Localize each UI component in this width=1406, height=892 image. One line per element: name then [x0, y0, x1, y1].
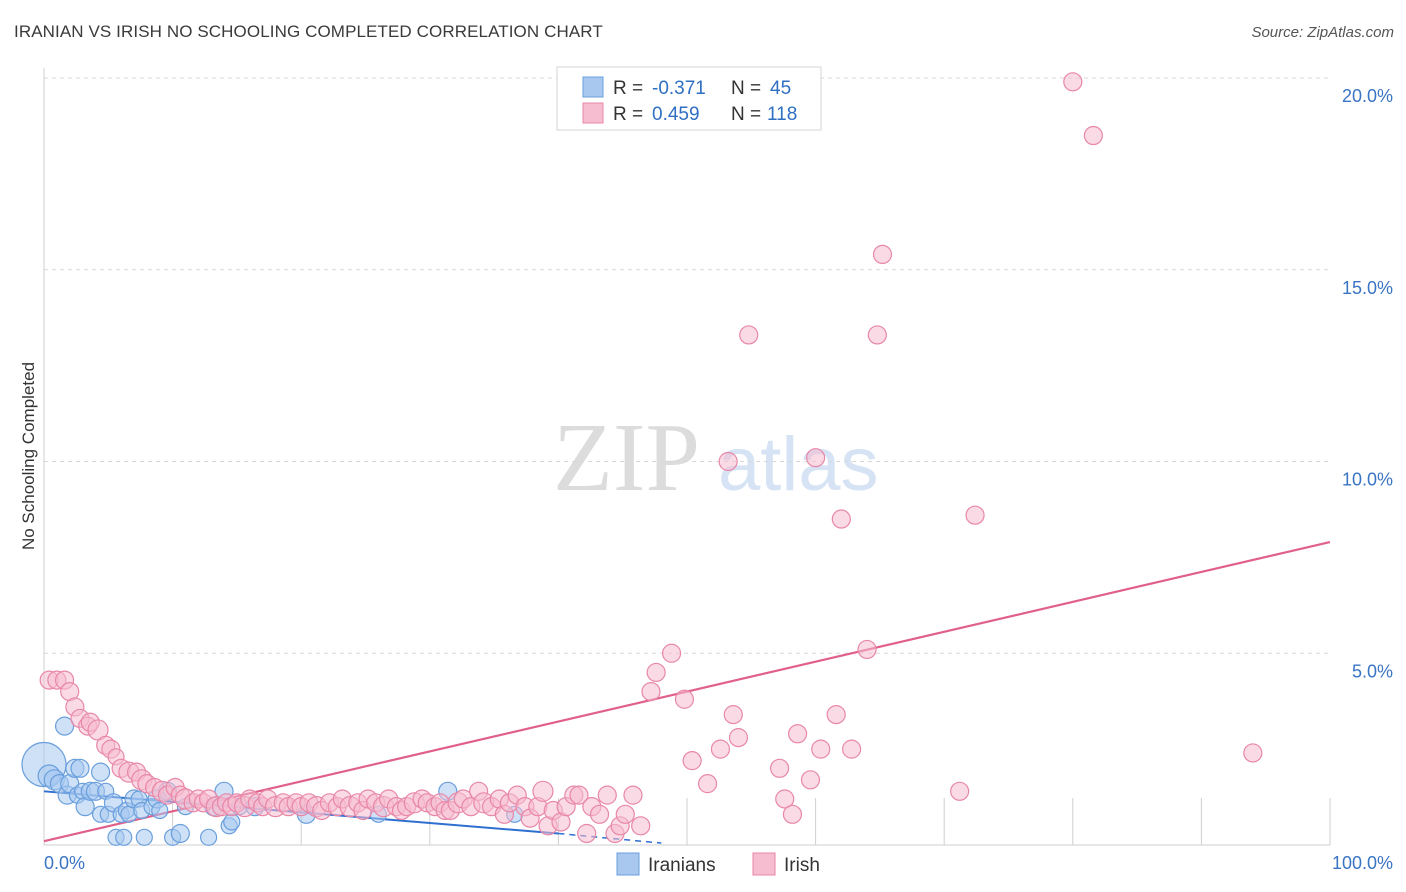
irish-point-98: [682, 751, 702, 771]
irish-point-100: [710, 739, 731, 759]
y-tick-label-2: 15.0%: [1342, 278, 1393, 298]
irish-point-102: [723, 705, 743, 725]
irish-point-117: [872, 244, 893, 265]
irish-point-94: [641, 681, 661, 702]
irish-point-119: [965, 505, 985, 525]
legend-n-value-2: 118: [767, 104, 797, 125]
iranians-point-4: [54, 716, 75, 736]
irish-point-104: [739, 325, 759, 345]
irish-point-113: [831, 509, 851, 529]
y-tick-label-0: 5.0%: [1352, 661, 1393, 681]
source-credit: Source: ZipAtlas.com: [1251, 24, 1394, 41]
irish-point-115: [857, 639, 877, 660]
irish-point-105: [769, 758, 790, 778]
irish-point-92: [623, 785, 643, 805]
legend-r-label-2: R =: [613, 104, 643, 125]
irish-point-108: [787, 724, 808, 744]
iranians-point-27: [135, 828, 153, 846]
grid: [44, 77, 1330, 654]
iranians-point-33: [170, 823, 190, 844]
irish-point-110: [805, 448, 826, 468]
irish-point-101: [718, 451, 738, 472]
irish-point-97: [674, 689, 695, 709]
irish-point-84: [569, 785, 589, 805]
iranians-point-21: [115, 828, 133, 846]
y-tick-label-3: 20.0%: [1342, 86, 1393, 106]
series-legend: Iranians Irish: [616, 852, 820, 876]
legend-swatch-iranians: [582, 76, 604, 98]
y-tick-labels: 5.0% 10.0% 15.0% 20.0%: [1342, 86, 1393, 681]
x-tick-label-0: 0.0%: [44, 853, 85, 873]
iranians-point-35: [200, 828, 218, 846]
irish-point-99: [697, 774, 718, 794]
irish-point-95: [646, 662, 666, 683]
irish-point-106: [775, 789, 795, 809]
irish-point-111: [811, 739, 831, 759]
series-legend-iranians: Iranians: [648, 855, 716, 876]
irish-point-96: [661, 643, 682, 663]
series-legend-swatch-irish: [752, 852, 776, 876]
y-tick-label-1: 10.0%: [1342, 470, 1393, 490]
irish-point-87: [589, 804, 610, 824]
iranians-point-15: [90, 762, 111, 782]
irish-point-122: [1243, 743, 1263, 763]
chart-title: IRANIAN VS IRISH NO SCHOOLING COMPLETED …: [14, 22, 603, 41]
watermark-zip: ZIP: [553, 404, 700, 512]
legend-r-value-2: 0.459: [652, 104, 700, 125]
irish-point-116: [867, 325, 887, 345]
series-legend-swatch-iranians: [616, 852, 640, 876]
x-tick-labels: 0.0% 100.0%: [44, 853, 1393, 873]
irish-point-120: [1063, 72, 1083, 92]
irish-point-93: [631, 816, 651, 836]
legend-n-label-2: N =: [731, 104, 761, 125]
y-axis-label: No Schooling Completed: [19, 362, 38, 550]
irish-point-107: [782, 804, 803, 824]
irish-point-78: [532, 780, 554, 802]
irish-point-121: [1083, 125, 1103, 146]
axes: [43, 68, 1331, 846]
irish-point-88: [597, 785, 617, 805]
legend-r-label-1: R =: [613, 78, 643, 99]
irish-point-85: [577, 823, 597, 844]
iranians-point-39: [223, 813, 241, 831]
legend-r-value-1: -0.371: [652, 78, 706, 99]
watermark-atlas: atlas: [718, 422, 879, 507]
iranians-point-9: [70, 758, 90, 778]
iranians-point-30: [151, 801, 169, 820]
legend-n-label-1: N =: [731, 78, 761, 99]
irish-point-109: [800, 770, 821, 790]
x-tick-label-1: 100.0%: [1332, 853, 1393, 873]
data-points: [21, 72, 1263, 846]
correlation-legend: R = -0.371 N = 45 R = 0.459 N = 118: [556, 66, 822, 131]
irish-point-112: [826, 705, 846, 725]
irish-point-114: [842, 739, 862, 759]
irish-point-118: [950, 781, 970, 801]
irish-point-91: [615, 804, 635, 824]
irish-point-103: [728, 728, 749, 748]
legend-n-value-1: 45: [770, 78, 791, 99]
legend-swatch-irish: [582, 102, 604, 124]
series-legend-irish: Irish: [784, 855, 820, 876]
